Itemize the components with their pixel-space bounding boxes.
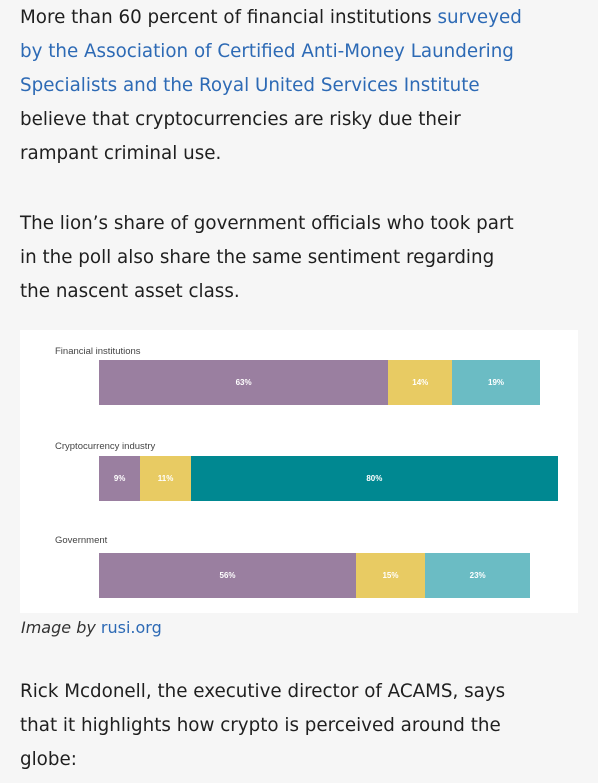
chart-bar-row: 63% 14% 19% (99, 360, 558, 405)
chart-data-label: 9% (113, 474, 126, 483)
paragraph-line: the nascent asset class. (20, 281, 240, 302)
survey-link[interactable]: surveyed (437, 7, 522, 28)
chart-category-label: Financial institutions (55, 346, 141, 357)
paragraph-line: More than 60 percent of financial instit… (20, 1, 586, 35)
chart-bar-segment: 19% (452, 360, 540, 405)
chart-data-label: 19% (488, 378, 505, 387)
paragraph-line: that it highlights how crypto is perceiv… (20, 715, 501, 736)
chart-bar-segment: 56% (99, 553, 357, 598)
rusi-link[interactable]: rusi.org (100, 618, 162, 637)
paragraph-line: globe: (20, 749, 77, 770)
survey-link[interactable]: Specialists and the Royal United Service… (20, 75, 480, 96)
chart-data-label: 63% (235, 378, 252, 387)
paragraph-line: Specialists and the Royal United Service… (20, 69, 586, 103)
paragraph-line: Rick Mcdonell, the executive director of… (20, 681, 506, 702)
chart-data-label: 23% (469, 571, 486, 580)
paragraph-line: rampant criminal use. (20, 143, 222, 164)
chart-data-label: 56% (219, 571, 236, 580)
paragraph-line: The lion’s share of government officials… (20, 213, 514, 234)
image-caption: Image by rusi.org (21, 618, 162, 637)
paragraph-line: believe that cryptocurrencies are risky … (20, 109, 461, 130)
chart-data-label: 11% (157, 474, 174, 483)
chart-bar-row: 9% 11% 80% (99, 456, 558, 501)
chart-bar-segment: 80% (190, 456, 558, 501)
chart-bar-row: 56% 15% 23% (99, 553, 558, 598)
chart-category-label: Cryptocurrency industry (55, 441, 156, 452)
chart-category-label: Government (55, 535, 108, 546)
paragraph-line: in the poll also share the same sentimen… (20, 247, 495, 268)
chart-bar-segment: 14% (388, 360, 453, 405)
chart-bar-segment: 9% (99, 456, 141, 501)
paragraph-line: by the Association of Certified Anti-Mon… (20, 35, 586, 69)
chart-bar-segment: 11% (140, 456, 191, 501)
chart-data-label: 14% (412, 378, 429, 387)
chart-bar-segment: 15% (356, 553, 425, 598)
survey-link[interactable]: by the Association of Certified Anti-Mon… (20, 41, 514, 62)
chart-data-label: 15% (382, 571, 399, 580)
caption-prefix: Image by (21, 618, 101, 637)
chart-bar-segment: 23% (424, 553, 531, 598)
survey-chart-image: Financial institutions 63% 14% 19% Cryptocur… (20, 330, 578, 613)
chart-data-label: 80% (366, 474, 383, 483)
paragraph-survey: More than 60 percent of financial instit… (20, 1, 586, 171)
paragraph-text: More than 60 percent of financial instit… (20, 7, 438, 28)
paragraph-quote-intro: Rick Mcdonell, the executive director of… (20, 675, 586, 777)
paragraph-government: The lion’s share of government officials… (20, 207, 586, 309)
chart-bar-segment: 63% (99, 360, 389, 405)
